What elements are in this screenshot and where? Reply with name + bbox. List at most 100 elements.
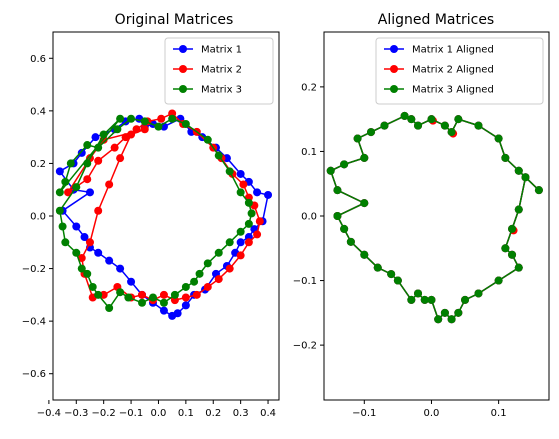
data-point (94, 290, 103, 299)
data-point (91, 133, 100, 142)
data-point (373, 263, 382, 272)
data-point (159, 306, 168, 315)
chart-title-original: Original Matrices (115, 12, 234, 28)
chart-title-aligned: Aligned Matrices (378, 12, 494, 28)
data-point (447, 315, 456, 324)
data-point (514, 205, 523, 214)
data-point (447, 128, 456, 137)
data-point (190, 277, 199, 286)
y-tick-label: 0.6 (30, 54, 46, 65)
legend-label: Matrix 1 (201, 45, 242, 56)
data-point (168, 311, 177, 320)
data-point (454, 115, 463, 124)
data-point (508, 224, 517, 233)
legend-label: Matrix 1 Aligned (412, 45, 494, 56)
data-point (214, 275, 223, 284)
data-point (534, 186, 543, 195)
data-point (105, 180, 114, 189)
data-point (77, 254, 86, 263)
x-tick-label: 0.4 (260, 408, 276, 419)
legend-label: Matrix 2 Aligned (412, 65, 494, 76)
chart-aligned: Aligned Matrices −0.1 0.0 0.1 −0.2 −0.1 0.0 0.… (293, 12, 550, 419)
data-point (181, 282, 190, 291)
data-point (168, 114, 177, 123)
y-tick-label: 0.2 (30, 159, 46, 170)
data-point (181, 120, 190, 128)
data-point (333, 212, 342, 220)
data-point (124, 293, 133, 302)
data-point (255, 217, 264, 226)
data-point (393, 276, 402, 285)
legend-marker (390, 45, 398, 53)
y-tick-label: 0.0 (301, 212, 317, 223)
legend-marker (179, 65, 187, 73)
data-point (72, 248, 81, 257)
data-point (400, 111, 409, 120)
data-point (83, 141, 92, 150)
data-point (77, 264, 86, 273)
data-point (85, 188, 94, 197)
chart-original: Original Matrices −0.4 −0.3 −0.2 −0.1 0.0 0.1… (22, 12, 280, 419)
data-point (501, 153, 510, 162)
data-point (138, 298, 147, 307)
data-point (83, 159, 92, 168)
legend-marker (179, 45, 187, 53)
data-point (61, 177, 70, 186)
data-point (61, 238, 70, 247)
y-tick-label: 0.4 (30, 106, 46, 117)
data-point (148, 293, 157, 302)
y-tick-label: −0.6 (22, 369, 46, 380)
data-point (474, 121, 483, 130)
data-point (521, 173, 530, 182)
data-point (64, 188, 73, 197)
data-point (94, 248, 103, 257)
x-tick-label: 0.0 (151, 408, 167, 419)
x-tick-label: 0.0 (424, 408, 440, 419)
x-tick-label: −0.2 (92, 408, 116, 419)
data-point (116, 114, 125, 123)
data-point (244, 198, 253, 207)
data-point (72, 222, 81, 231)
data-point (340, 224, 349, 233)
data-point (94, 206, 103, 215)
data-point (461, 295, 470, 304)
data-point (225, 264, 234, 273)
data-point (94, 143, 103, 152)
y-tick-label: −0.4 (22, 317, 46, 328)
y-tick-label: −0.2 (22, 264, 46, 275)
data-point (239, 180, 248, 189)
data-point (132, 125, 141, 134)
data-point (427, 115, 436, 124)
data-point (116, 264, 125, 273)
data-point (80, 233, 89, 242)
data-point (159, 298, 168, 307)
data-point (99, 130, 108, 139)
data-point (55, 206, 64, 215)
data-point (253, 230, 262, 239)
data-point (407, 115, 416, 124)
x-tick-label: 0.2 (205, 408, 221, 419)
data-point (244, 219, 253, 228)
data-point (247, 209, 256, 218)
y-tick-label: 0.2 (301, 82, 317, 93)
data-point (214, 248, 223, 257)
data-point (203, 282, 212, 291)
data-point (116, 154, 125, 163)
data-point (105, 304, 114, 312)
x-tick-label: −0.4 (37, 408, 61, 419)
data-point (387, 270, 396, 279)
plot-frame-aligned (323, 31, 550, 401)
legend-label: Matrix 2 (201, 65, 242, 76)
plot-frame-original (52, 31, 280, 401)
data-point (127, 130, 136, 139)
legend-marker (179, 85, 187, 93)
data-point (222, 154, 231, 163)
y-tick-label: 0.1 (301, 147, 317, 158)
data-point (264, 190, 273, 199)
y-tick-label: −0.2 (293, 341, 317, 352)
legend-marker (390, 85, 398, 93)
data-point (170, 290, 179, 299)
data-point (420, 295, 429, 304)
data-point (326, 166, 335, 175)
